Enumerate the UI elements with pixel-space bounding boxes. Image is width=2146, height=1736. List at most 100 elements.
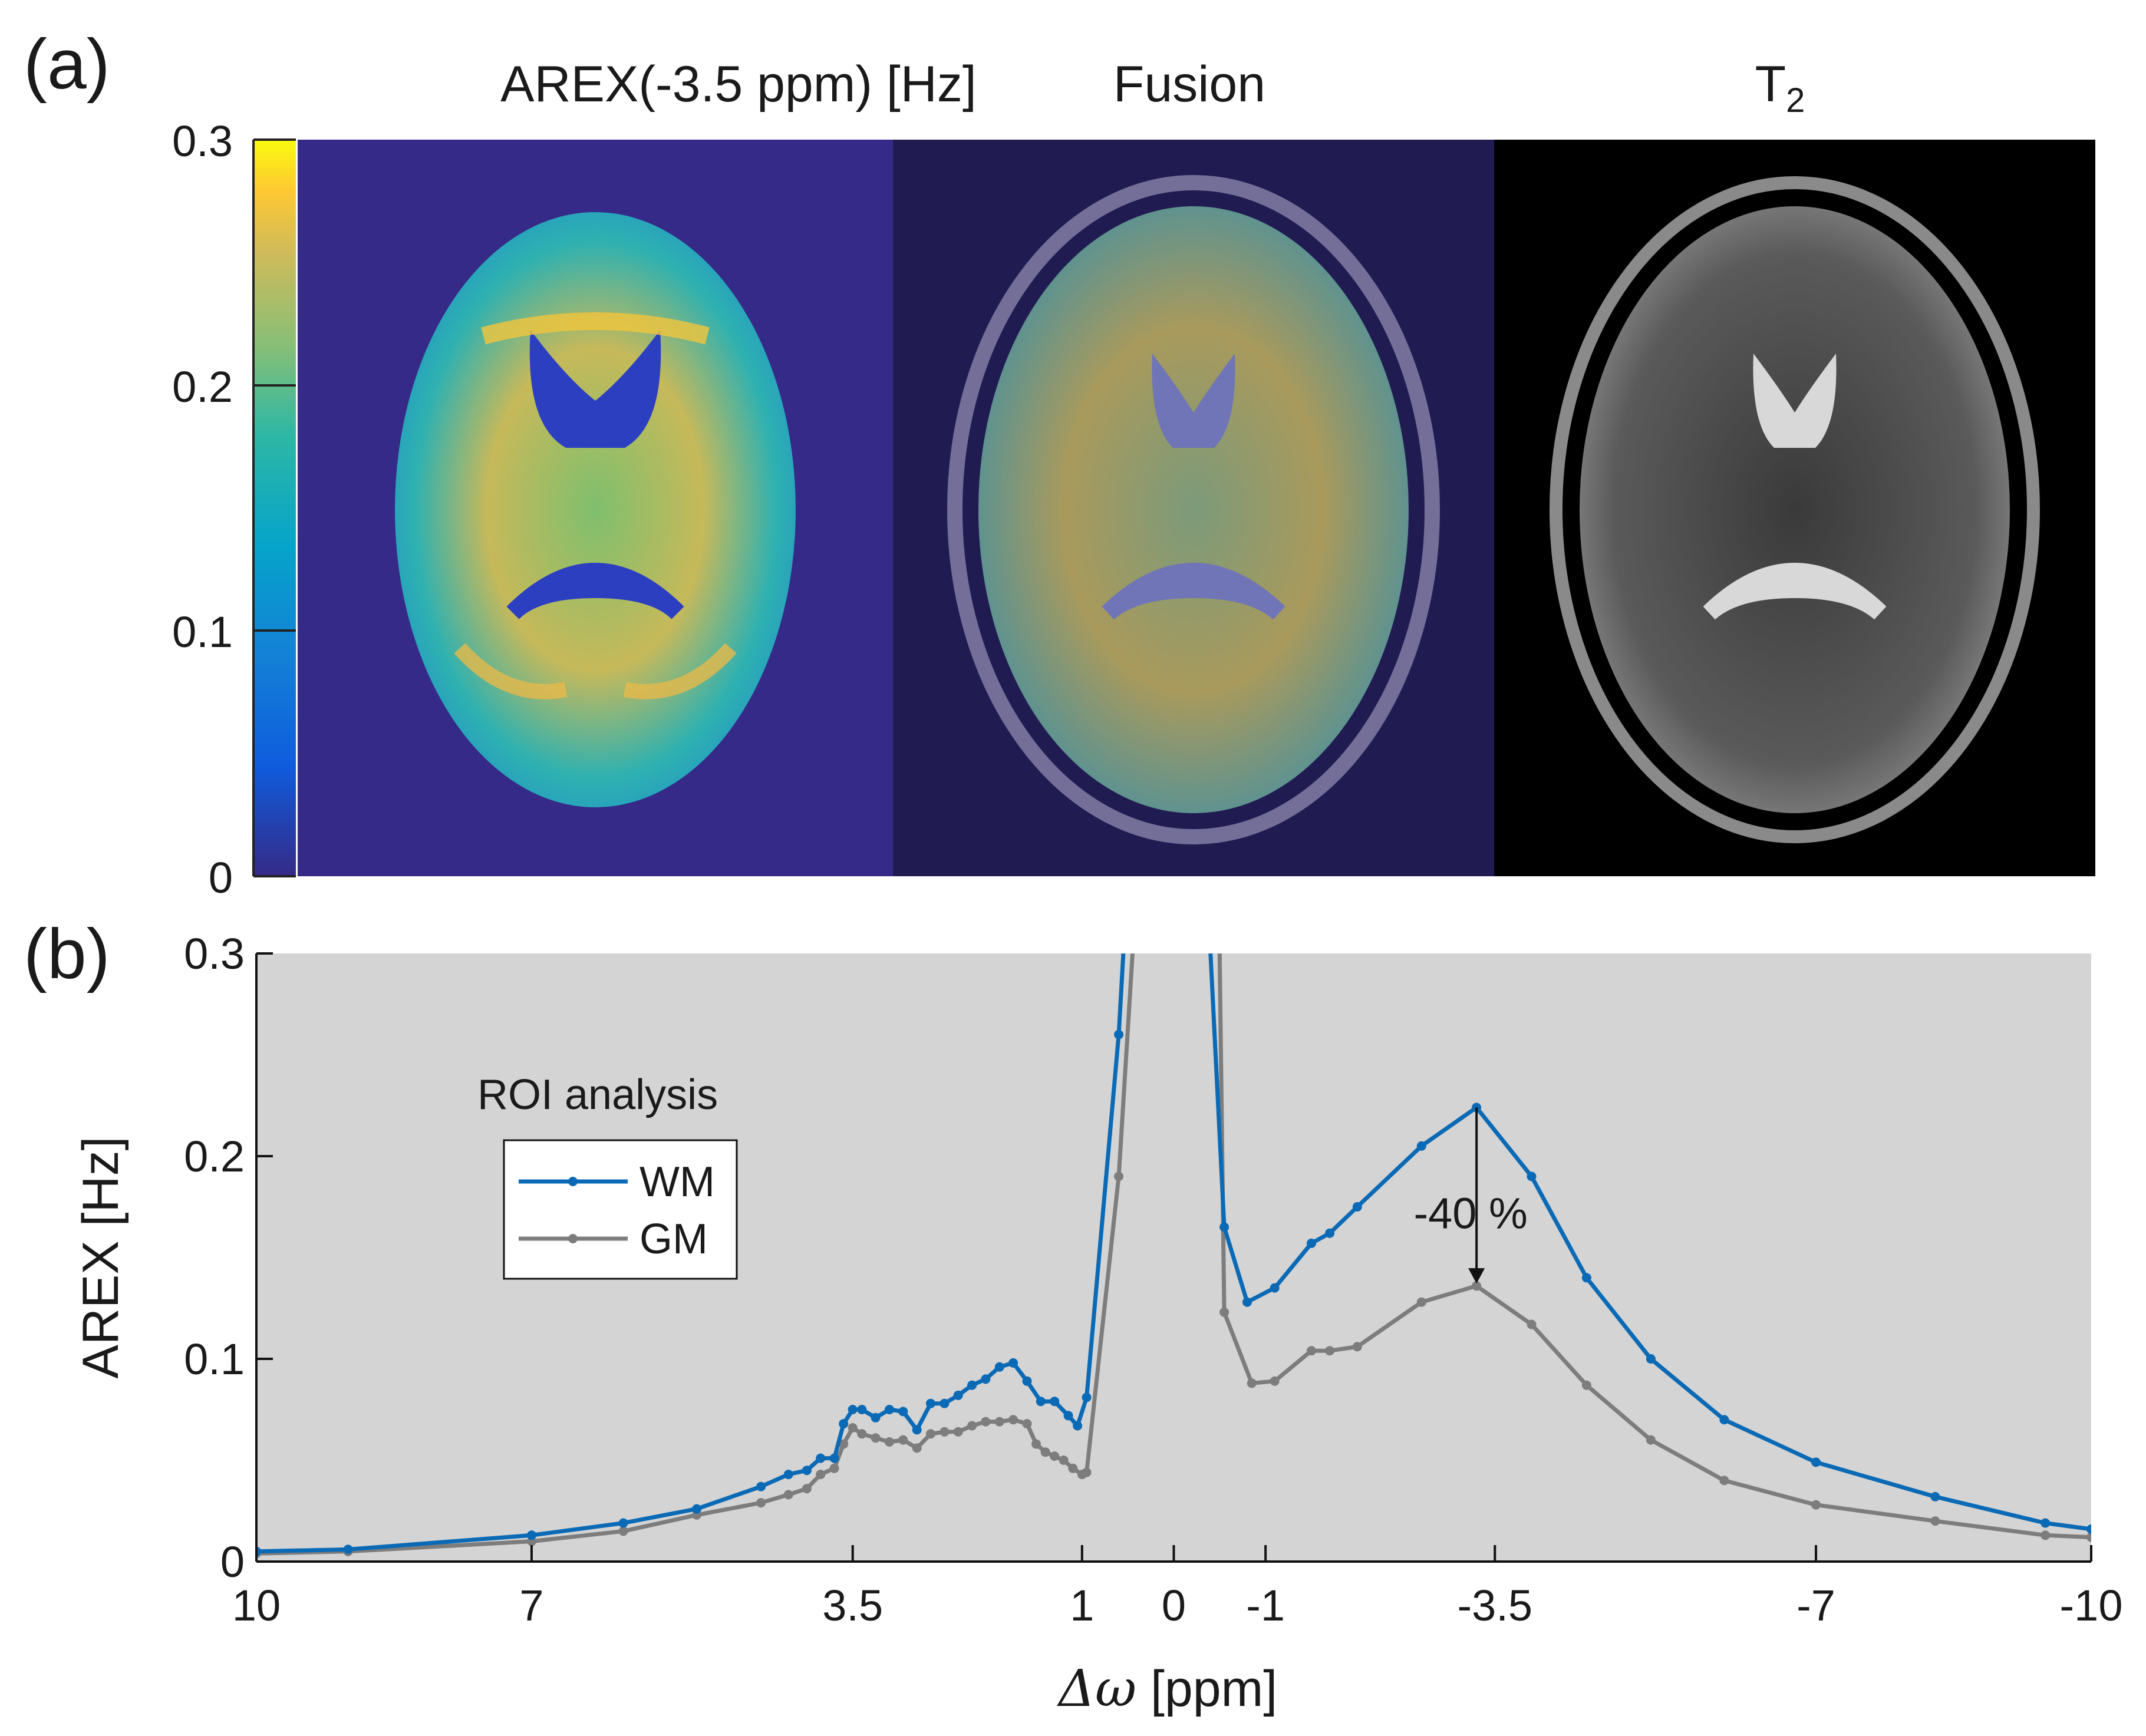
data-point-gm	[1472, 1281, 1482, 1291]
arex-map-title: AREX(-3.5 ppm) [Hz]	[500, 56, 977, 113]
data-point-wm	[1527, 1171, 1537, 1181]
x-tick-label: 7	[519, 1581, 543, 1630]
data-point-gm	[967, 1421, 977, 1431]
fusion-title: Fusion	[1113, 56, 1265, 113]
data-point-wm	[618, 1518, 628, 1528]
data-point-wm	[994, 1362, 1004, 1372]
t2-title: T2	[1755, 56, 1805, 120]
series-line-gm-left	[256, 953, 1135, 1556]
x-axis-label-symbol: Δω	[1057, 1659, 1136, 1718]
data-point-wm	[967, 1380, 977, 1390]
data-point-gm	[1040, 1447, 1050, 1457]
data-point-gm	[1114, 1171, 1124, 1181]
data-point-wm	[1242, 1297, 1252, 1307]
data-point-wm	[898, 1407, 908, 1417]
y-tick-label: 0.1	[184, 1335, 245, 1384]
data-point-wm	[1325, 1228, 1335, 1238]
data-point-gm	[898, 1435, 908, 1445]
data-point-wm	[1022, 1376, 1032, 1386]
data-point-gm	[1050, 1451, 1060, 1461]
data-point-gm	[1527, 1319, 1537, 1329]
data-point-gm	[1646, 1435, 1656, 1445]
data-point-gm	[1581, 1380, 1591, 1390]
data-point-gm	[1930, 1516, 1940, 1526]
data-point-gm	[871, 1433, 881, 1443]
legend-box	[503, 1139, 738, 1280]
data-point-gm	[926, 1429, 935, 1439]
data-point-wm	[940, 1398, 950, 1408]
data-point-wm	[885, 1405, 894, 1414]
data-point-wm	[1063, 1411, 1073, 1421]
data-point-gm	[2086, 1532, 2091, 1542]
data-point-wm	[912, 1425, 922, 1435]
data-point-wm	[1073, 1421, 1083, 1431]
data-point-wm	[1416, 1141, 1426, 1151]
data-point-wm	[1719, 1415, 1729, 1425]
t2-title-base: T	[1755, 56, 1786, 113]
y-tick-label: 0.3	[184, 929, 245, 978]
data-point-gm	[1811, 1500, 1821, 1510]
x-tick-label: -7	[1796, 1581, 1835, 1630]
data-point-gm	[802, 1484, 812, 1494]
data-point-gm	[848, 1423, 858, 1433]
data-point-wm	[1472, 1103, 1482, 1113]
legend-marker-gm	[568, 1234, 578, 1243]
data-point-gm	[1031, 1439, 1041, 1449]
t2-title-subscript: 2	[1786, 81, 1805, 120]
panel-b-label: (b)	[24, 915, 110, 994]
annotation: -40 %	[1413, 1107, 1528, 1284]
data-point-wm	[1811, 1457, 1821, 1467]
data-point-gm	[839, 1439, 849, 1449]
data-point-wm	[783, 1470, 793, 1480]
data-point-wm	[1050, 1397, 1060, 1407]
data-point-gm	[1068, 1463, 1078, 1473]
data-point-gm	[816, 1470, 826, 1480]
data-point-gm	[1719, 1476, 1729, 1486]
colorbar-tick-label: 0.2	[172, 362, 233, 411]
colorbar-gradient	[253, 140, 296, 876]
x-tick-label: 1	[1070, 1581, 1094, 1630]
data-point-gm	[940, 1427, 950, 1437]
data-point-gm	[857, 1429, 867, 1439]
legend-label-gm: GM	[639, 1216, 708, 1263]
y-tick-label: 0.2	[184, 1132, 245, 1181]
data-point-wm	[1008, 1358, 1018, 1368]
data-point-wm	[857, 1405, 867, 1414]
colorbar-tick-label: 0.3	[172, 117, 233, 166]
colorbar-tick-label: 0	[209, 853, 233, 902]
data-point-wm	[1930, 1491, 1940, 1501]
data-point-gm	[953, 1427, 963, 1437]
data-point-wm	[981, 1374, 991, 1384]
data-point-wm	[926, 1398, 935, 1408]
data-point-wm	[756, 1481, 766, 1491]
data-point-gm	[1352, 1342, 1362, 1352]
y-tick-label: 0	[220, 1537, 245, 1586]
data-point-wm	[343, 1544, 353, 1555]
colorbar-tick-label: 0.1	[172, 608, 233, 656]
x-tick-label: 10	[232, 1581, 281, 1630]
x-axis-label-unit: [ppm]	[1136, 1661, 1277, 1717]
data-point-gm	[912, 1443, 922, 1453]
data-point-wm	[1646, 1354, 1656, 1364]
x-tick-label: -3.5	[1458, 1581, 1533, 1630]
x-tick-label: 0	[1162, 1581, 1186, 1630]
data-point-gm	[618, 1526, 628, 1536]
arex-map-image	[298, 140, 893, 876]
spectrum-plot: 10 7 3.5 1 0 -1 -3.5 -7 -100.30.20.10 -40 % ROI …	[72, 929, 2122, 1718]
data-point-wm	[953, 1390, 963, 1400]
data-point-gm	[1059, 1456, 1069, 1465]
data-point-wm	[2086, 1524, 2091, 1534]
data-point-gm	[1082, 1467, 1092, 1477]
data-point-gm	[756, 1498, 766, 1508]
x-tick-label: -10	[2060, 1581, 2123, 1630]
data-point-wm	[2040, 1518, 2051, 1528]
data-point-wm	[848, 1405, 858, 1414]
data-point-wm	[816, 1453, 826, 1463]
data-point-gm	[885, 1437, 894, 1447]
data-point-wm	[829, 1453, 839, 1463]
data-point-gm	[1270, 1376, 1280, 1386]
data-point-gm	[1416, 1297, 1426, 1307]
x-tick-label: 3.5	[822, 1581, 883, 1630]
data-point-wm	[1270, 1283, 1280, 1293]
